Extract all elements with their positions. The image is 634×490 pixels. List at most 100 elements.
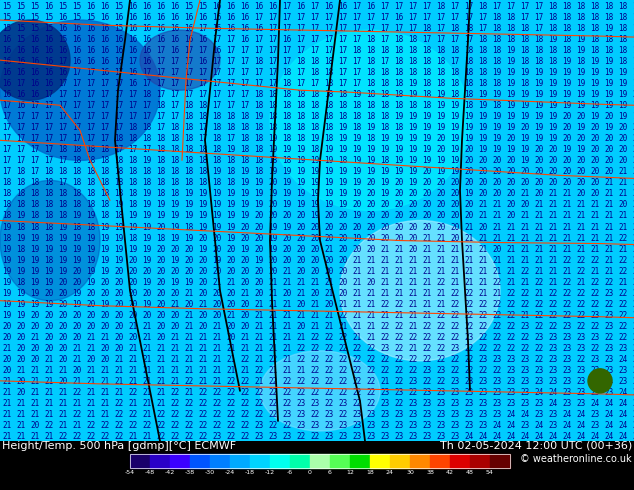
Text: 15: 15 — [58, 2, 67, 11]
Text: 21: 21 — [618, 222, 627, 231]
Text: 20: 20 — [422, 178, 431, 187]
Text: 18: 18 — [618, 13, 627, 22]
Text: 21: 21 — [72, 377, 81, 386]
Text: 23: 23 — [604, 311, 613, 319]
Text: 20: 20 — [492, 245, 501, 253]
Text: 16: 16 — [338, 2, 347, 11]
Text: 21: 21 — [30, 399, 39, 408]
Text: 19: 19 — [590, 112, 599, 121]
Text: 18: 18 — [212, 178, 221, 187]
Text: 17: 17 — [114, 123, 123, 132]
Text: 23: 23 — [520, 421, 529, 430]
Text: 18: 18 — [492, 79, 501, 88]
Text: 19: 19 — [156, 200, 165, 209]
Text: 54: 54 — [486, 470, 494, 475]
Text: 17: 17 — [268, 79, 277, 88]
Text: 18: 18 — [282, 101, 291, 110]
Text: 18: 18 — [86, 146, 95, 154]
Text: 21: 21 — [254, 333, 263, 342]
Text: 20: 20 — [170, 322, 179, 331]
Text: 18: 18 — [86, 168, 95, 176]
Text: 21: 21 — [296, 311, 305, 319]
Text: 22: 22 — [184, 421, 193, 430]
Text: 16: 16 — [100, 24, 109, 33]
Text: 21: 21 — [478, 267, 488, 275]
Text: -24: -24 — [225, 470, 235, 475]
Text: 23: 23 — [436, 388, 445, 397]
Text: 18: 18 — [548, 2, 557, 11]
Text: 24: 24 — [604, 399, 613, 408]
Text: -38: -38 — [185, 470, 195, 475]
Text: 21: 21 — [394, 311, 403, 319]
Text: 20: 20 — [282, 256, 291, 265]
Text: 23: 23 — [562, 322, 571, 331]
Text: 16: 16 — [170, 13, 179, 22]
Bar — [270, 454, 290, 468]
Text: 42: 42 — [446, 470, 454, 475]
Text: 16: 16 — [86, 2, 95, 11]
Text: 19: 19 — [338, 200, 347, 209]
Text: 18: 18 — [562, 13, 571, 22]
Text: 16: 16 — [100, 2, 109, 11]
Text: 19: 19 — [534, 112, 543, 121]
Text: 21: 21 — [352, 333, 361, 342]
Text: 19: 19 — [352, 134, 361, 143]
Text: 21: 21 — [590, 200, 599, 209]
Text: 21: 21 — [352, 311, 361, 319]
Text: 22: 22 — [632, 256, 634, 265]
Text: 21: 21 — [86, 410, 95, 419]
Text: 22: 22 — [492, 300, 501, 309]
Text: 20: 20 — [590, 146, 599, 154]
Text: 16: 16 — [2, 90, 11, 99]
Text: 21: 21 — [352, 300, 361, 309]
Text: 23: 23 — [450, 377, 459, 386]
Text: 21: 21 — [450, 278, 459, 287]
Text: 22: 22 — [618, 333, 627, 342]
Text: 20: 20 — [394, 200, 403, 209]
Text: 19: 19 — [212, 168, 221, 176]
Text: 16: 16 — [212, 13, 221, 22]
Text: 19: 19 — [100, 300, 109, 309]
Text: 21: 21 — [604, 222, 613, 231]
Text: 21: 21 — [352, 267, 361, 275]
Text: 19: 19 — [422, 112, 431, 121]
Text: 19: 19 — [352, 212, 361, 220]
Text: 18: 18 — [44, 256, 53, 265]
Text: 21: 21 — [16, 421, 25, 430]
Text: 24: 24 — [618, 432, 627, 441]
Text: 20: 20 — [16, 377, 25, 386]
Text: 21: 21 — [604, 178, 613, 187]
Text: 22: 22 — [170, 410, 179, 419]
Text: 24: 24 — [576, 421, 585, 430]
Text: 22: 22 — [436, 377, 445, 386]
Text: 22: 22 — [310, 366, 320, 375]
Text: 18: 18 — [198, 101, 207, 110]
Text: 21: 21 — [562, 267, 571, 275]
Text: 22: 22 — [534, 322, 543, 331]
Text: 18: 18 — [618, 46, 627, 55]
Text: 20: 20 — [30, 344, 39, 353]
Text: 21: 21 — [142, 432, 152, 441]
Text: 19: 19 — [324, 156, 333, 165]
Text: 19: 19 — [380, 168, 389, 176]
Text: 38: 38 — [426, 470, 434, 475]
Text: 22: 22 — [534, 355, 543, 364]
Text: 19: 19 — [30, 256, 39, 265]
Text: 16: 16 — [100, 35, 109, 44]
Text: 16: 16 — [16, 68, 25, 77]
Text: 15: 15 — [114, 24, 123, 33]
Text: 21: 21 — [282, 344, 291, 353]
Text: 21: 21 — [548, 190, 557, 198]
Text: 21: 21 — [366, 267, 375, 275]
Text: 23: 23 — [464, 377, 473, 386]
Text: 20: 20 — [212, 289, 221, 297]
Text: 21: 21 — [16, 410, 25, 419]
Text: 22: 22 — [436, 333, 445, 342]
Text: 18: 18 — [590, 35, 599, 44]
Text: 19: 19 — [16, 289, 25, 297]
Text: 19: 19 — [114, 222, 123, 231]
Text: 21: 21 — [30, 333, 39, 342]
Text: 22: 22 — [338, 333, 347, 342]
Text: 18: 18 — [58, 212, 67, 220]
Text: 19: 19 — [142, 234, 152, 243]
